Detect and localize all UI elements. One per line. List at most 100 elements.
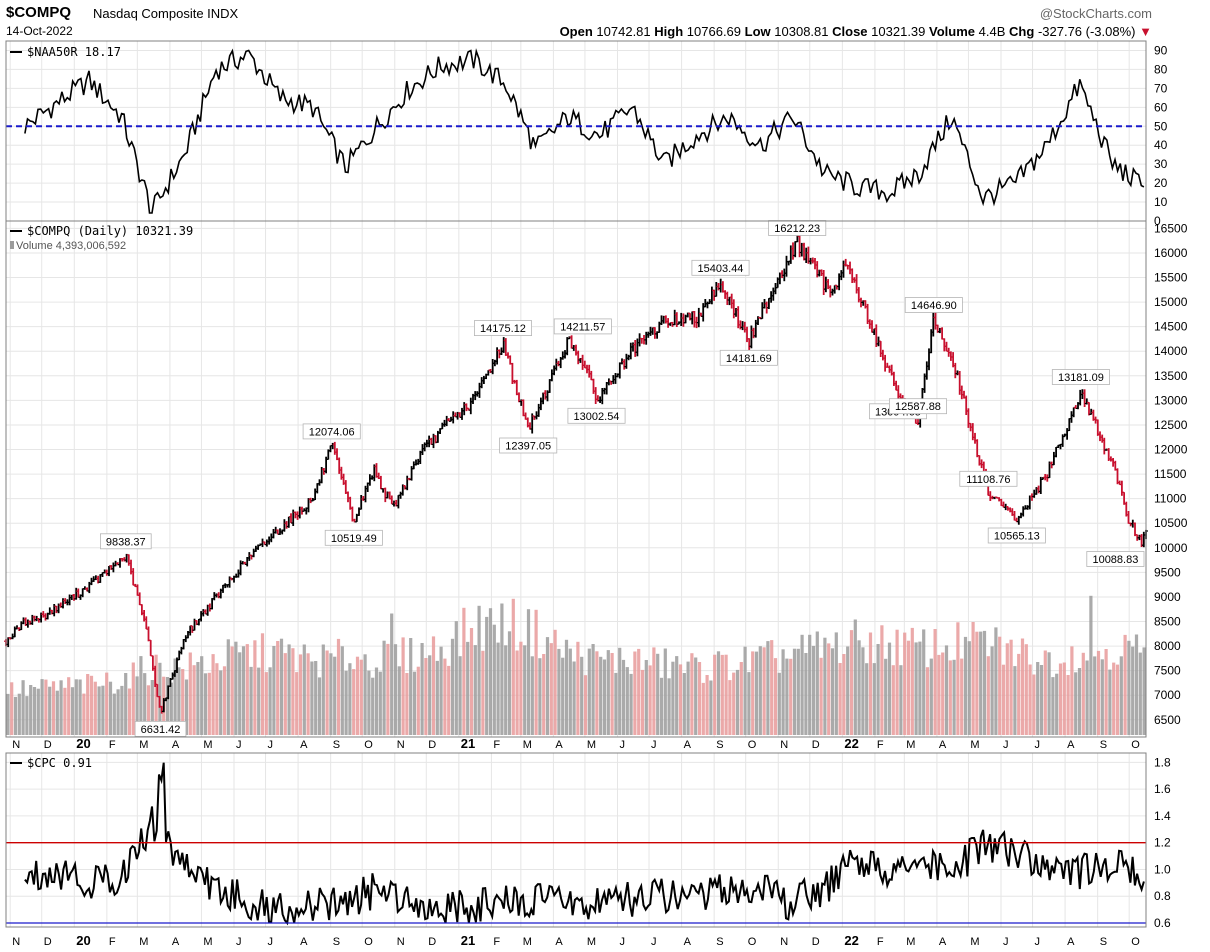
volume-bar [656, 653, 660, 735]
x-month-label: M [139, 936, 148, 948]
volume-bar [659, 677, 664, 735]
x-month-label: A [172, 739, 180, 751]
volume-bar [36, 688, 40, 735]
volume-bar [519, 641, 523, 735]
volume-bar [112, 693, 116, 735]
volume-bar [891, 665, 895, 735]
volume-bar [918, 641, 922, 735]
volume-bar [222, 666, 227, 735]
volume-bar [1127, 640, 1131, 735]
volume-bar [298, 654, 303, 735]
volume-bar [1039, 665, 1044, 735]
volume-bar [804, 653, 808, 735]
volume-bar [272, 646, 276, 735]
volume-bar [1142, 647, 1146, 735]
y-tick-label: 8500 [1154, 615, 1181, 629]
y-tick-label: 15500 [1154, 271, 1188, 285]
volume-bar [1005, 643, 1009, 735]
volume-bar [196, 662, 200, 735]
volume-bar [504, 645, 508, 735]
price-annotation-box [499, 437, 558, 454]
volume-bar [910, 627, 914, 735]
y-tick-label: 10000 [1154, 541, 1188, 555]
price-annotation-box [959, 470, 1018, 487]
volume-bar [1024, 644, 1028, 735]
volume-bar [165, 677, 170, 735]
volume-bar [705, 675, 709, 735]
volume-bar [792, 648, 797, 735]
x-month-label: 22 [844, 736, 858, 751]
volume-bar [743, 646, 747, 735]
volume-bar [515, 650, 519, 735]
volume-bar [169, 682, 173, 735]
y-tick-label: 0.6 [1154, 916, 1171, 930]
volume-bar [633, 651, 637, 735]
volume-bar [671, 661, 675, 735]
x-month-label: M [203, 739, 212, 751]
volume-bar [192, 665, 196, 735]
volume-bar [796, 648, 800, 735]
volume-bar [127, 688, 132, 735]
volume-bar [291, 648, 295, 735]
volume-bar [895, 629, 899, 735]
volume-bar [842, 654, 846, 735]
volume-bar [545, 637, 550, 735]
x-month-label: S [716, 739, 723, 751]
volume-bar [1062, 662, 1066, 735]
volume-bar [409, 638, 413, 735]
y-tick-label: 30 [1154, 157, 1168, 171]
volume-bar [986, 656, 990, 735]
price-annotation-box [473, 320, 532, 337]
volume-bar [800, 634, 804, 735]
volume-bar [735, 669, 740, 735]
volume-bar [561, 657, 565, 735]
x-month-label: S [1100, 936, 1107, 948]
volume-bar [173, 658, 177, 735]
volume-bar [1085, 660, 1089, 735]
price-annotation-label: 9838.37 [106, 536, 146, 548]
volume-bar [903, 632, 907, 735]
volume-bar [937, 654, 941, 735]
volume-bar [789, 658, 793, 735]
x-month-label: J [651, 739, 657, 751]
price-annotation-label: 13002.54 [574, 411, 620, 423]
volume-bar [716, 651, 721, 735]
volume-bar [975, 631, 979, 735]
volume-bar [865, 663, 869, 735]
price-annotation-label: 16212.23 [774, 223, 820, 235]
volume-bar [63, 687, 67, 735]
y-tick-label: 11000 [1154, 492, 1187, 506]
volume-bar [690, 653, 694, 735]
volume-bar [276, 641, 280, 735]
volume-bar [766, 641, 770, 735]
volume-bar [678, 664, 683, 735]
volume-bar [1009, 639, 1013, 735]
x-month-label: N [12, 739, 20, 751]
open-value: 10742.81 [596, 24, 651, 39]
volume-bar [549, 643, 553, 735]
price-annotation-label: 12397.05 [505, 441, 551, 453]
volume-bar [526, 609, 531, 735]
y-tick-label: 20 [1154, 176, 1168, 190]
volume-bar [728, 680, 732, 735]
chart-date: 14-Oct-2022 [6, 24, 73, 38]
x-month-label: F [493, 739, 500, 751]
volume-bar [371, 677, 375, 735]
volume-bar [956, 622, 960, 735]
volume-bar [314, 661, 318, 735]
volume-bar [32, 687, 37, 735]
volume-bar [101, 685, 105, 735]
volume-bar [538, 658, 542, 735]
volume-bar [181, 669, 185, 735]
volume-bar [44, 679, 48, 735]
low-label: Low [744, 24, 771, 39]
y-tick-label: 13000 [1154, 393, 1188, 407]
volume-bar [663, 648, 667, 735]
volume-bar [390, 613, 394, 735]
volume-bar [967, 641, 971, 735]
volume-bar [876, 644, 880, 735]
volume-bar [1123, 634, 1127, 735]
x-month-label: N [397, 936, 405, 948]
volume-bar [682, 673, 686, 735]
volume-bar [363, 654, 367, 735]
